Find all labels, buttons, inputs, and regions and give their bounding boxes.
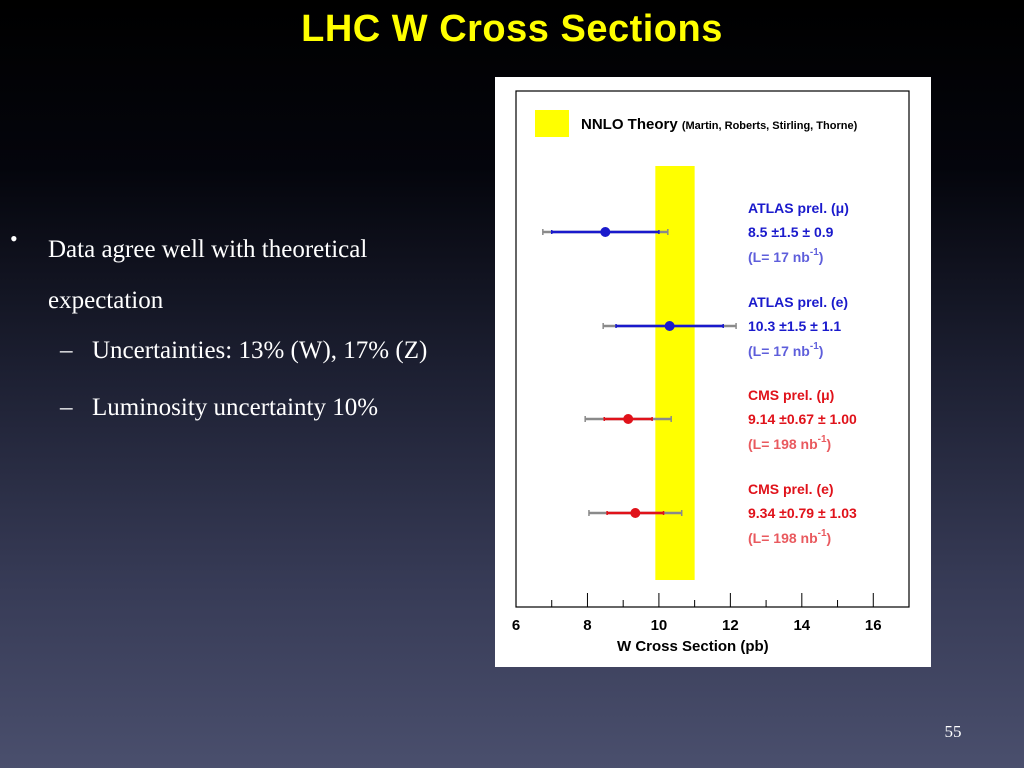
x-tick-label: 14	[793, 617, 810, 634]
data-point	[623, 414, 634, 424]
theory-band	[655, 166, 695, 580]
bullet-list: • Data agree well with theoretical expec…	[0, 0, 490, 768]
lumi-close: )	[827, 436, 832, 452]
series-name: CMS prel. (e)	[748, 481, 834, 497]
slide-title: LHC W Cross Sections	[301, 8, 723, 50]
sub-bullet-uncertainties: – Uncertainties: 13% (W), 17% (Z)	[60, 337, 427, 365]
bullet-text: Data agree well with theoretical expecta…	[48, 236, 368, 314]
series-lumi: (L= 17 nb-1)	[748, 341, 823, 359]
sub-bullet-text: Luminosity uncertainty 10%	[92, 394, 379, 421]
series-value: 8.5 ±1.5 ± 0.9	[748, 224, 834, 240]
lumi-exponent: -1	[810, 341, 819, 352]
lumi-text: (L= 198 nb	[748, 436, 818, 452]
series-lumi: (L= 198 nb-1)	[748, 434, 831, 452]
sub-bullet-marker: –	[60, 337, 73, 364]
lumi-close: )	[819, 249, 824, 265]
x-tick-label: 12	[722, 617, 739, 634]
page-number: 55	[944, 722, 962, 741]
data-point	[664, 321, 675, 331]
x-axis-label: W Cross Section (pb)	[617, 638, 769, 655]
lumi-text: (L= 198 nb	[748, 530, 818, 546]
sub-bullet-luminosity: – Luminosity uncertainty 10%	[60, 394, 378, 422]
legend-swatch	[535, 110, 569, 137]
x-tick-label: 10	[651, 617, 668, 634]
data-point	[630, 508, 641, 518]
lumi-exponent: -1	[818, 528, 827, 539]
sub-bullet-text: Uncertainties: 13% (W), 17% (Z)	[92, 337, 428, 364]
chart-svg: NNLO Theory (Martin, Roberts, Stirling, …	[512, 90, 910, 655]
legend-title: NNLO Theory	[581, 116, 682, 133]
lumi-text: (L= 17 nb	[748, 343, 810, 359]
x-tick-label: 6	[512, 617, 520, 634]
legend-authors: (Martin, Roberts, Stirling, Thorne)	[682, 120, 858, 132]
series-value: 9.14 ±0.67 ± 1.00	[748, 411, 857, 427]
series-name: ATLAS prel. (e)	[748, 294, 848, 310]
x-tick-label: 16	[865, 617, 882, 634]
cross-section-chart: NNLO Theory (Martin, Roberts, Stirling, …	[495, 77, 931, 667]
bullet-marker: •	[10, 226, 18, 251]
x-tick-label: 8	[583, 617, 591, 634]
plot-frame	[515, 90, 910, 608]
sub-bullet-marker: –	[60, 394, 73, 421]
lumi-exponent: -1	[810, 247, 819, 258]
series-lumi: (L= 17 nb-1)	[748, 247, 823, 265]
data-point	[600, 227, 611, 237]
lumi-exponent: -1	[818, 434, 827, 445]
lumi-text: (L= 17 nb	[748, 249, 810, 265]
series-lumi: (L= 198 nb-1)	[748, 528, 831, 546]
series-name: CMS prel. (μ)	[748, 387, 834, 403]
lumi-close: )	[819, 343, 824, 359]
series-value: 9.34 ±0.79 ± 1.03	[748, 505, 857, 521]
series-name: ATLAS prel. (μ)	[748, 200, 849, 216]
legend-label: NNLO Theory (Martin, Roberts, Stirling, …	[581, 116, 858, 133]
lumi-close: )	[827, 530, 832, 546]
series-value: 10.3 ±1.5 ± 1.1	[748, 318, 841, 334]
